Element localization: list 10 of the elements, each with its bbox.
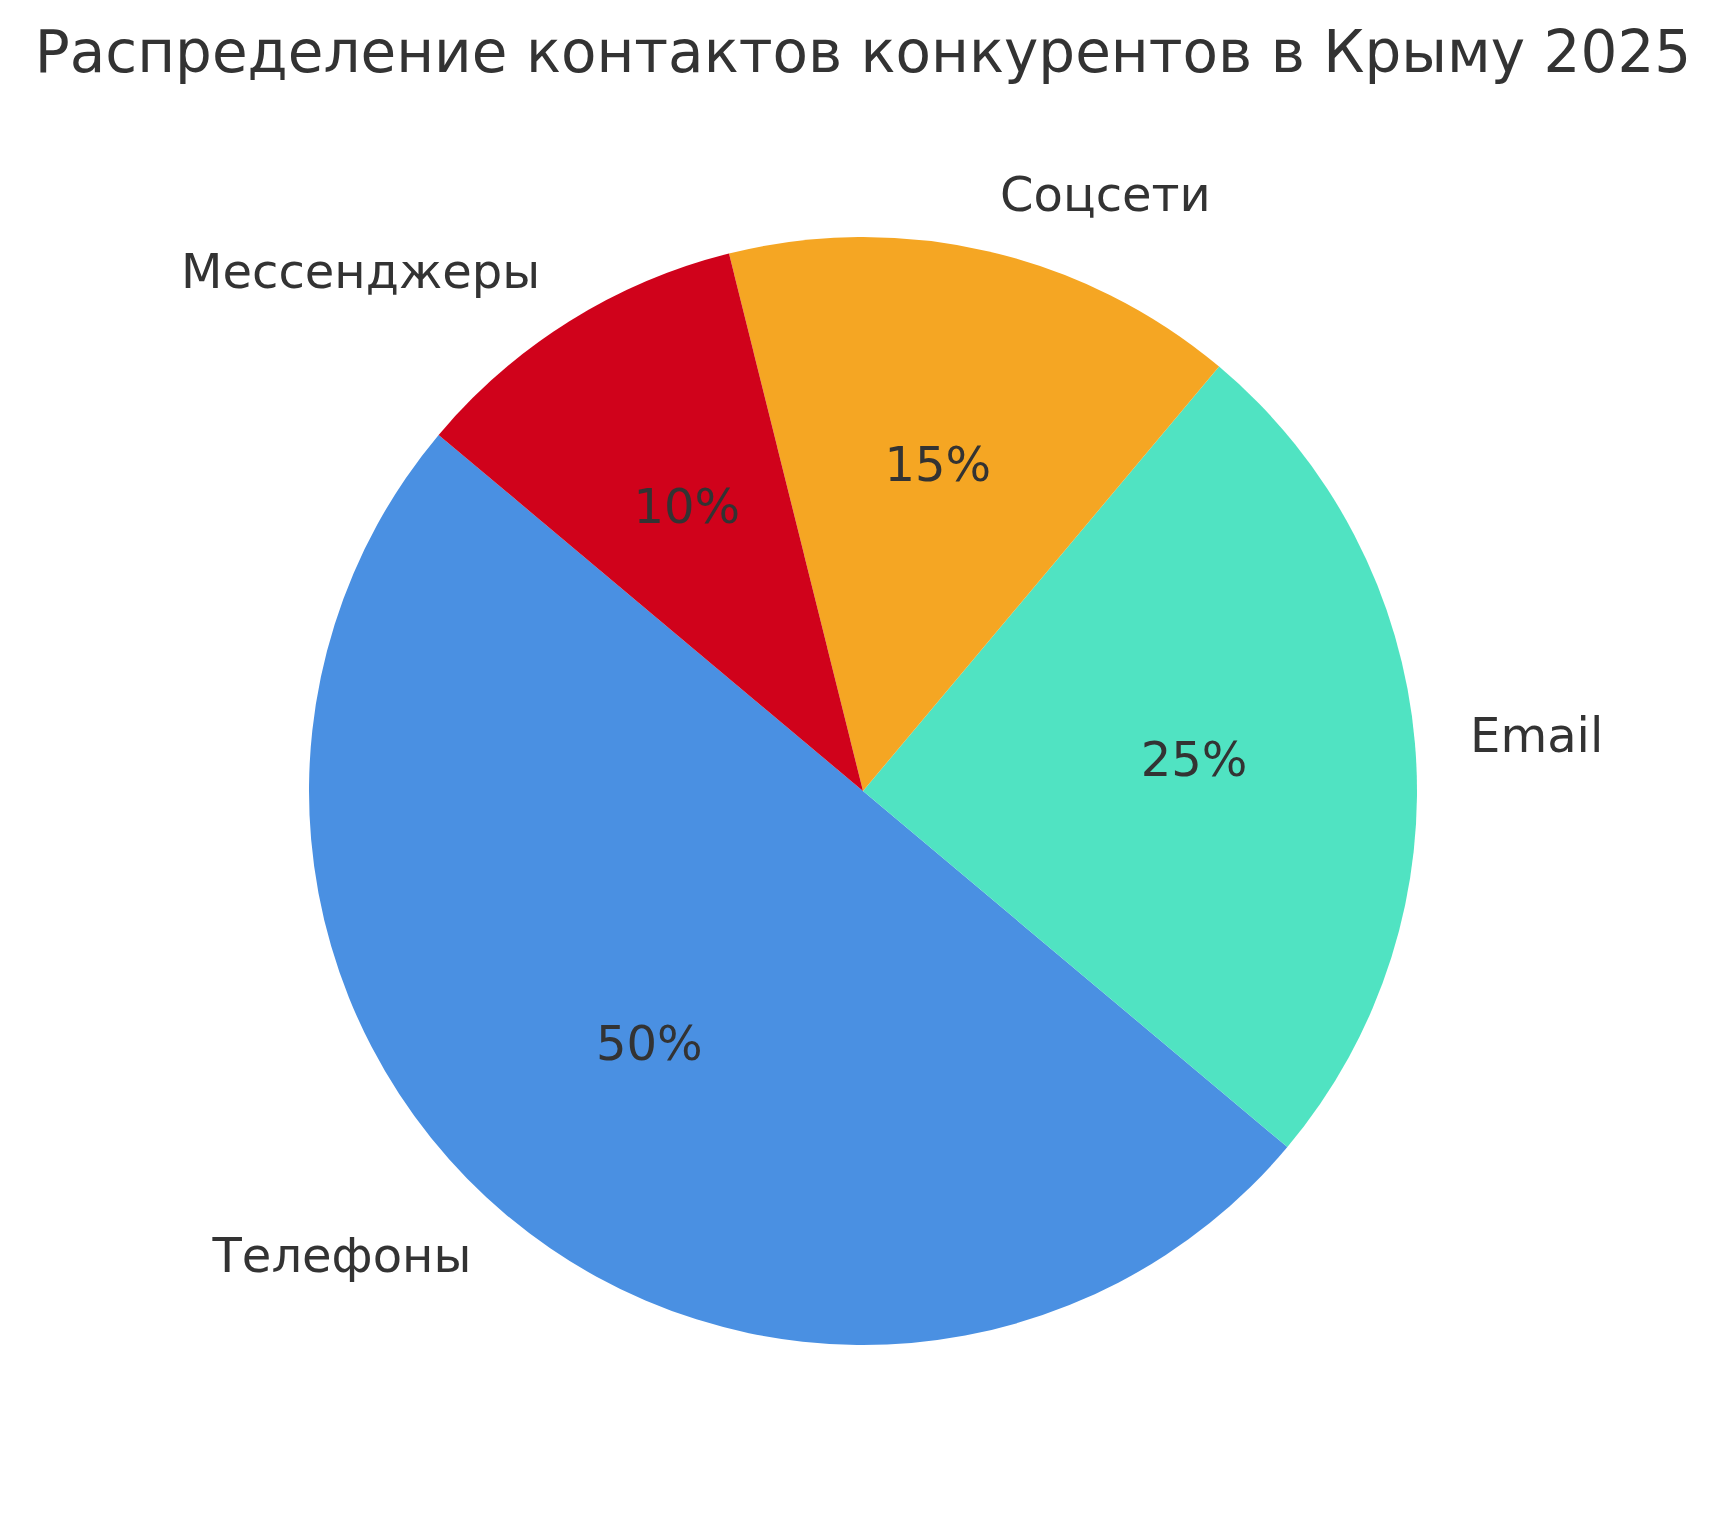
slice-label: Телефоны xyxy=(211,1226,472,1283)
slice-label: Email xyxy=(1470,706,1604,763)
slice-label: Мессенджеры xyxy=(181,243,541,300)
data-label: 10% xyxy=(633,478,741,535)
chart-title: Распределение контактов конкурентов в Крыму 2025 xyxy=(34,18,1692,86)
slice-label: Соцсети xyxy=(1000,166,1211,223)
data-label: 25% xyxy=(1140,731,1248,788)
data-label: 50% xyxy=(595,1014,703,1071)
pie-slice xyxy=(863,366,1417,1148)
data-label: 15% xyxy=(884,436,992,493)
